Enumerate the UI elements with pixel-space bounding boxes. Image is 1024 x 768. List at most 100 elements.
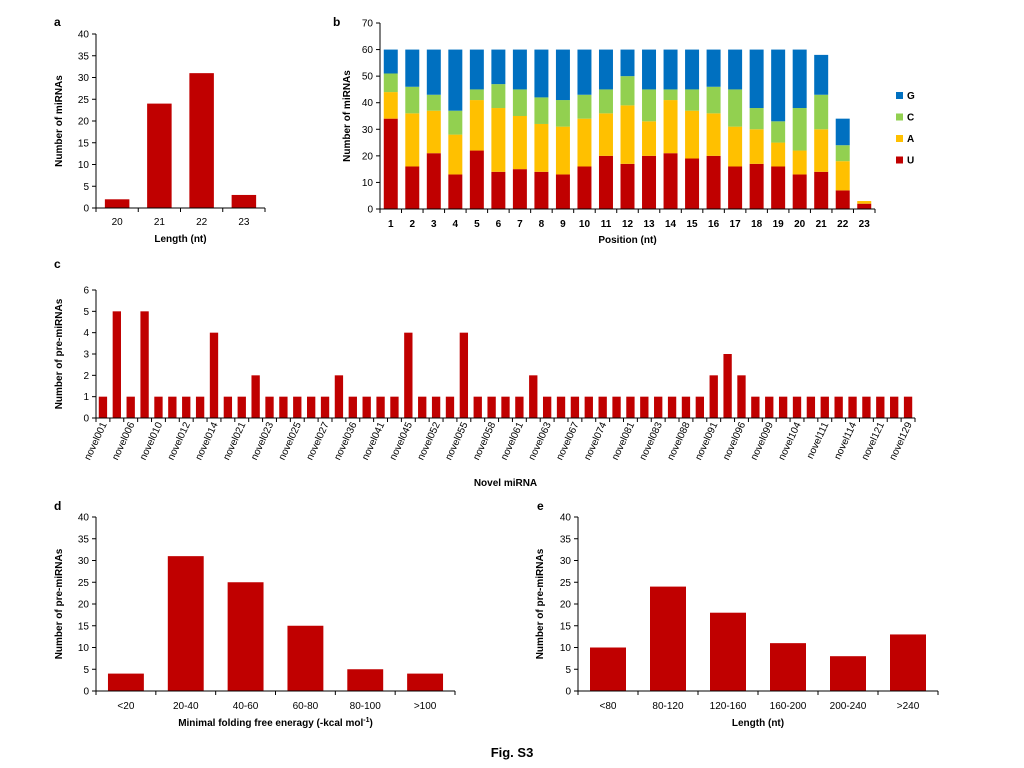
bar-novel104 <box>792 396 802 418</box>
bar-A-19 <box>771 142 786 167</box>
bar-G-12 <box>620 49 635 77</box>
bar-A-15 <box>685 110 700 159</box>
bar-A-5 <box>469 100 484 151</box>
figure-caption: Fig. S3 <box>491 745 534 760</box>
y-tick-label: 40 <box>362 98 374 109</box>
x-tick-label: 15 <box>687 219 699 230</box>
bar-novel102 <box>778 396 788 418</box>
x-tick-label: novel045 <box>388 420 415 462</box>
bar-A-8 <box>534 123 549 172</box>
x-tick-label: >240 <box>897 701 920 712</box>
panel-letter-d: d <box>54 499 61 513</box>
y-axis-label: Number of miRNAs <box>54 75 65 167</box>
bar-novel065 <box>556 396 566 418</box>
legend-label-G: G <box>907 91 915 102</box>
x-tick-label: 80-120 <box>652 701 684 712</box>
x-tick-label: 12 <box>622 219 634 230</box>
bar-A-9 <box>555 126 570 175</box>
legend-swatch-G <box>896 92 903 99</box>
bar-A-21 <box>814 129 829 172</box>
bar-G-3 <box>426 49 441 95</box>
x-tick-label: 22 <box>196 217 208 228</box>
y-tick-label: 0 <box>83 204 89 215</box>
y-axis-label: Number of miRNAs <box>342 70 353 162</box>
y-tick-label: 10 <box>560 643 572 654</box>
bar-C-21 <box>814 94 829 130</box>
x-tick-label: novel067 <box>555 420 582 462</box>
bar-C-22 <box>835 145 850 162</box>
bar-A-16 <box>706 113 721 156</box>
y-tick-label: 0 <box>565 687 571 698</box>
y-tick-label: 35 <box>78 534 90 545</box>
bar-novel027 <box>320 396 330 418</box>
x-tick-label: 20-40 <box>173 701 199 712</box>
bar-G-1 <box>383 49 398 74</box>
y-tick-label: 5 <box>565 665 571 676</box>
y-tick-label: 25 <box>78 95 90 106</box>
bar-C-2 <box>405 86 420 114</box>
x-tick-label: novel081 <box>610 420 637 462</box>
panel-letter-a: a <box>54 15 61 29</box>
panel-d-chart: d 0 5 10 15 20 25 30 35 40 <20 20-40 40-60 60-80 80-10… <box>54 499 456 729</box>
y-tick-label: 10 <box>78 160 90 171</box>
x-tick-label: 23 <box>238 217 250 228</box>
bar-160-200 <box>770 643 806 691</box>
y-tick-label: 4 <box>83 328 89 339</box>
x-tick-label: novel010 <box>138 420 165 462</box>
x-tick-label: 80-100 <box>350 701 382 712</box>
panel-letter-b: b <box>333 15 340 29</box>
bar-novel063 <box>542 396 552 418</box>
bar-novel048 <box>418 396 427 418</box>
bar-C-12 <box>620 76 635 106</box>
bar-novel036 <box>348 396 357 418</box>
bar-U-16 <box>706 155 721 209</box>
x-tick-label: novel055 <box>443 420 470 462</box>
bar-C-3 <box>426 94 441 111</box>
x-tick-label: 14 <box>665 219 677 230</box>
bar-novel083 <box>654 396 663 418</box>
bar-U-4 <box>448 174 463 209</box>
legend-label-A: A <box>907 134 914 145</box>
bar-novel040 <box>362 396 371 418</box>
bar-A-7 <box>512 116 527 170</box>
bar-U-15 <box>685 158 700 209</box>
y-tick-label: 30 <box>560 556 572 567</box>
x-tick-label: 60-80 <box>293 701 319 712</box>
bar-novel011 <box>168 396 177 418</box>
x-tick-label: 19 <box>773 219 785 230</box>
bar-G-15 <box>685 49 700 90</box>
bar-U-21 <box>814 171 829 209</box>
bar-A-18 <box>749 129 764 164</box>
bar-U-22 <box>835 190 850 209</box>
y-tick-label: 10 <box>78 643 90 654</box>
bar-U-10 <box>577 166 592 209</box>
x-tick-label: novel099 <box>749 420 776 462</box>
x-axis-label-end: ) <box>369 718 372 729</box>
bar-novel078 <box>612 396 621 418</box>
bar-C-10 <box>577 94 592 119</box>
bar-novel095 <box>723 354 732 418</box>
x-tick-label: 21 <box>154 217 166 228</box>
y-tick-label: 60 <box>362 45 374 56</box>
bar-A-14 <box>663 100 678 154</box>
bar-G-19 <box>771 49 786 122</box>
y-tick-label: 70 <box>362 19 374 30</box>
y-tick-label: 20 <box>560 600 572 611</box>
bar-C-13 <box>642 89 657 122</box>
x-tick-label: novel058 <box>471 420 498 462</box>
x-tick-label: 8 <box>539 219 545 230</box>
y-axis-label: Number of pre-miRNAs <box>54 298 65 409</box>
bar-novel111 <box>820 396 829 418</box>
bar-novel010 <box>154 396 163 418</box>
bar-novel089 <box>695 396 705 418</box>
x-tick-label: novel027 <box>305 420 332 462</box>
panel-a-chart: a 0 5 10 15 20 25 30 35 40 20 21 22 23 Length (nt) Numb… <box>54 15 266 245</box>
x-axis-label: Position (nt) <box>598 235 656 246</box>
y-tick-label: 30 <box>78 73 90 84</box>
x-tick-label: novel061 <box>499 420 526 462</box>
bar-G-10 <box>577 49 592 95</box>
bar-novel021 <box>237 396 246 418</box>
bar-A-20 <box>792 150 807 175</box>
bar-C-16 <box>706 86 721 114</box>
bar-A-3 <box>426 110 441 154</box>
